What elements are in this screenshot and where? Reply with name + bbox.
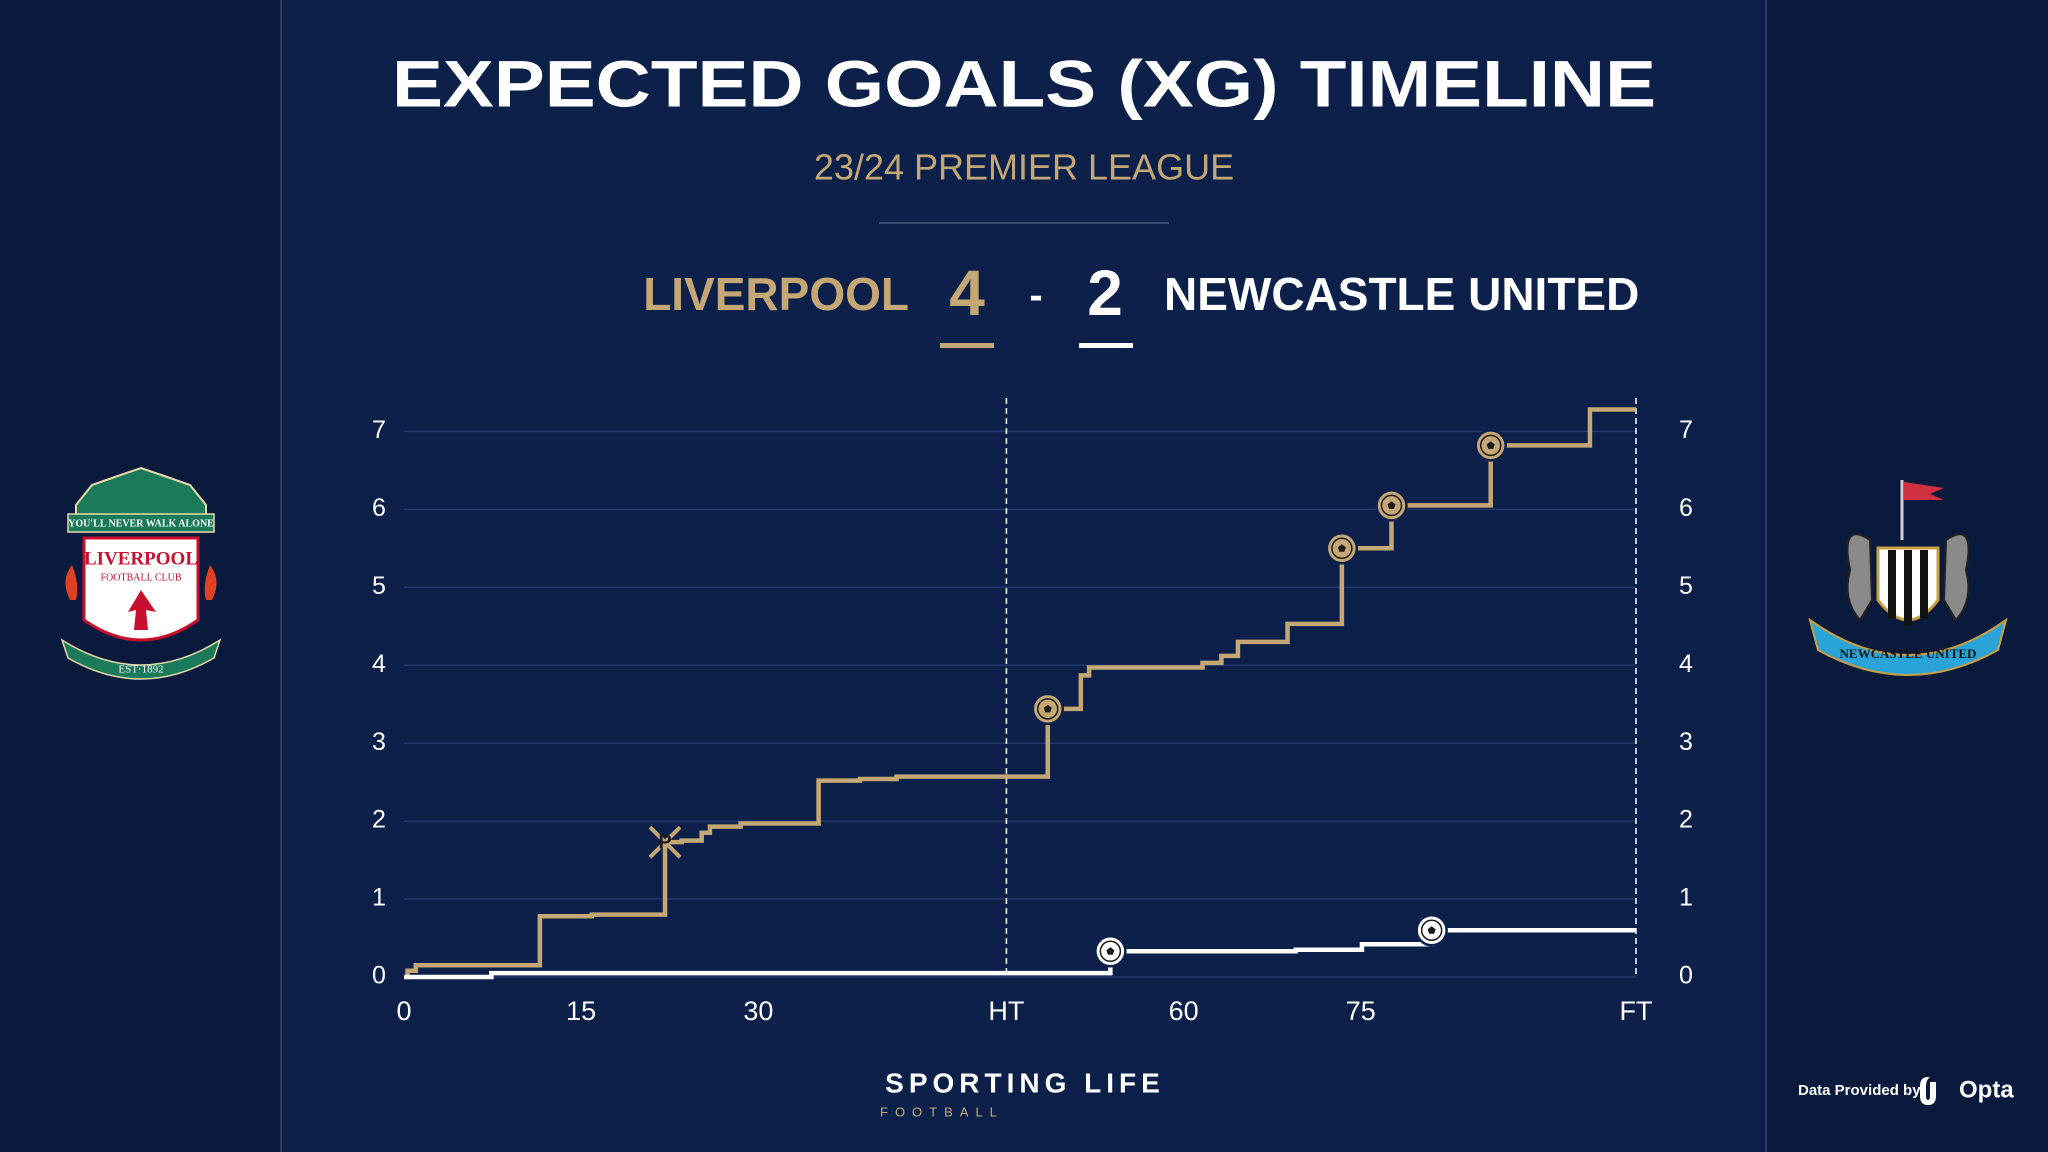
x-tick-label: 0	[396, 996, 411, 1026]
y-tick-label: 5	[372, 572, 386, 600]
provider-logo	[1920, 1077, 1936, 1105]
goal-ball-patch	[1387, 501, 1396, 509]
y2-tick-label: 5	[1679, 572, 1693, 600]
goal-ball	[1037, 698, 1059, 720]
crest-name: LIVERPOOL	[84, 548, 198, 569]
home-team: LIVERPOOL	[643, 268, 909, 320]
y-tick-label: 3	[372, 728, 386, 756]
y-tick-label: 6	[372, 494, 386, 522]
x-tick-label: HT	[988, 996, 1024, 1026]
score-underline	[940, 343, 994, 348]
away-crest: NEWCASTLE UNITED	[1808, 480, 2008, 676]
x-tick-label: 75	[1346, 996, 1376, 1026]
crest-name: NEWCASTLE UNITED	[1840, 646, 1977, 661]
goal-ball-patch	[1337, 544, 1346, 552]
x-tick-label: 15	[566, 996, 596, 1026]
y-tick-label: 7	[372, 416, 386, 444]
x-tick-label: 30	[743, 996, 773, 1026]
goal-ball-patch	[1427, 926, 1436, 934]
home-score: 4	[949, 257, 985, 329]
penalty-miss	[648, 825, 682, 859]
away-team: NEWCASTLE UNITED	[1164, 268, 1639, 320]
y2-tick-label: 2	[1679, 806, 1693, 834]
y2-tick-label: 3	[1679, 728, 1693, 756]
goal-ball-patch	[1106, 947, 1115, 955]
goal-ball	[1420, 919, 1443, 941]
goal-ball	[1479, 434, 1502, 457]
crest-sub: FOOTBALL CLUB	[100, 572, 181, 583]
score-underline	[1079, 343, 1133, 348]
home-crest: YOU'LL NEVER WALK ALONE LIVERPOOL FOOTBA…	[60, 466, 222, 680]
y2-tick-label: 4	[1679, 650, 1693, 678]
footer-brand: SPORTING LIFE	[885, 1067, 1165, 1098]
goal-ball	[1331, 537, 1353, 560]
y2-tick-label: 0	[1679, 962, 1693, 990]
footer-credit: Data Provided by	[1798, 1082, 1921, 1099]
center-panel	[281, 0, 1766, 1152]
penalty-label: P	[658, 831, 671, 853]
y-tick-label: 2	[372, 806, 386, 834]
footer-section: FOOTBALL	[880, 1104, 1004, 1119]
goal-ball	[1380, 494, 1403, 517]
chart-subtitle: 23/24 PREMIER LEAGUE	[814, 147, 1234, 188]
goal-ball-patch	[1486, 441, 1495, 449]
goal-ball-patch	[1043, 704, 1052, 713]
footer-provider: Opta	[1959, 1076, 2014, 1103]
goal-ball	[1099, 940, 1122, 963]
crest-motto: YOU'LL NEVER WALK ALONE	[68, 518, 214, 529]
chart-title: EXPECTED GOALS (XG) TIMELINE	[392, 46, 1656, 120]
x-tick-label: 60	[1169, 996, 1199, 1026]
y-tick-label: 1	[372, 884, 386, 912]
x-tick-label: FT	[1620, 996, 1653, 1026]
away-score: 2	[1087, 257, 1123, 329]
y-tick-label: 4	[372, 650, 386, 678]
plot: 0 01 12 23 34 45 56 67 70 15 30 HT 60 75 FTP	[372, 398, 1693, 1026]
score-separator: -	[1029, 274, 1042, 318]
crest-est: EST·1892	[118, 664, 163, 676]
y2-tick-label: 7	[1679, 416, 1693, 444]
y2-tick-label: 6	[1679, 494, 1693, 522]
y-tick-label: 0	[372, 962, 386, 990]
y2-tick-label: 1	[1679, 884, 1693, 912]
xg-line	[404, 407, 1636, 980]
